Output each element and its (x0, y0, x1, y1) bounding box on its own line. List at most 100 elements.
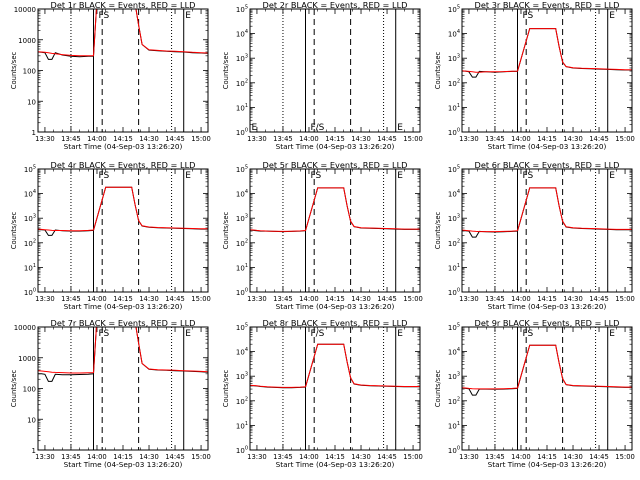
x-tick-label: 14:45 (377, 135, 397, 143)
y-tick-label: 100 (236, 446, 248, 456)
y-tick-label: 101 (448, 421, 460, 431)
series-group (38, 327, 208, 382)
x-tick-label: 13:45 (61, 135, 81, 143)
x-tick-label: 14:45 (589, 295, 609, 303)
panel-det-4: Det 4r BLACK = Events, RED = LLD 100 101 10… (10, 160, 211, 311)
marker-label: E (185, 171, 191, 181)
plot-frame (249, 168, 421, 293)
y-tick-label: 100 (236, 288, 248, 298)
x-tick-label: 14:15 (325, 453, 345, 461)
panel-title: Det 1r BLACK = Events, RED = LLD (51, 0, 196, 10)
x-tick-label: 14:30 (139, 295, 159, 303)
marker-label: E (185, 11, 191, 21)
y-axis-label: Counts/sec (222, 52, 230, 90)
x-tick-label: 13:30 (247, 453, 267, 461)
y-tick-label: 100 (24, 288, 36, 298)
y-tick-label: 103 (236, 214, 248, 224)
y-tick-label: 100 (448, 446, 460, 456)
x-axis-label: Start Time (04-Sep-03 13:26:20) (276, 302, 395, 311)
panel-title: Det 2r BLACK = Events, RED = LLD (263, 0, 408, 10)
marker-label: E (609, 171, 615, 181)
x-tick-label: 15:00 (403, 295, 423, 303)
marker-label: FS (522, 329, 533, 339)
x-tick-label: 14:00 (511, 453, 531, 461)
lld-series-line (38, 327, 208, 374)
x-tick-label: 13:30 (459, 295, 479, 303)
x-tick-label: 15:00 (403, 453, 423, 461)
y-tick-label: 102 (236, 78, 248, 88)
x-tick-label: 15:00 (615, 453, 635, 461)
x-tick-label: 13:30 (35, 295, 55, 303)
y-tick-label: 10 (27, 416, 36, 424)
x-tick-label: 14:30 (563, 135, 583, 143)
y-tick-label: 100 (23, 386, 36, 394)
y-tick-label: 105 (448, 323, 460, 333)
panel-det-8: Det 8r BLACK = Events, RED = LLD 100 101 10… (222, 318, 423, 469)
y-tick-label: 100 (23, 68, 36, 76)
y-tick-label: 1000 (18, 355, 36, 363)
x-tick-label: 14:45 (165, 295, 185, 303)
y-tick-label: 103 (448, 372, 460, 382)
x-tick-label: 14:15 (537, 135, 557, 143)
y-tick-label: 103 (24, 214, 36, 224)
y-tick-label: 105 (236, 5, 248, 15)
plot-frame (461, 168, 633, 293)
x-tick-label: 13:30 (35, 135, 55, 143)
x-tick-label: 13:30 (35, 453, 55, 461)
y-tick-label: 104 (448, 29, 460, 39)
y-axis-label: Counts/sec (434, 52, 442, 90)
lld-series-line (462, 344, 632, 390)
x-tick-label: 14:00 (299, 453, 319, 461)
x-tick-label: 13:45 (61, 295, 81, 303)
y-axis-label: Counts/sec (222, 212, 230, 250)
x-tick-label: 13:45 (273, 453, 293, 461)
lld-series-line (38, 9, 208, 57)
marker-label: E (185, 329, 191, 339)
y-tick-label: 103 (236, 54, 248, 64)
x-axis-label: Start Time (04-Sep-03 13:26:20) (488, 302, 607, 311)
x-tick-label: 13:30 (247, 135, 267, 143)
x-tick-label: 14:30 (139, 453, 159, 461)
y-tick-label: 100 (236, 128, 248, 138)
x-tick-label: 13:45 (485, 295, 505, 303)
x-axis-label: Start Time (04-Sep-03 13:26:20) (64, 302, 183, 311)
x-tick-label: 14:30 (351, 135, 371, 143)
plot-frame (249, 8, 421, 133)
y-tick-label: 100 (448, 128, 460, 138)
marker-label: FS (98, 171, 109, 181)
events-series-line (250, 187, 420, 233)
marker-label: FS (522, 11, 533, 21)
x-tick-label: 13:45 (273, 135, 293, 143)
x-tick-label: 14:00 (299, 135, 319, 143)
series-group (38, 186, 208, 236)
x-tick-label: 14:45 (165, 453, 185, 461)
events-series-line (462, 187, 632, 238)
y-tick-label: 101 (448, 263, 460, 273)
x-axis-label: Start Time (04-Sep-03 13:26:20) (64, 142, 183, 151)
panel-title: Det 5r BLACK = Events, RED = LLD (263, 160, 408, 170)
plot-frame (461, 326, 633, 451)
y-tick-label: 103 (448, 214, 460, 224)
y-tick-label: 10000 (14, 6, 36, 14)
marker-label: E (397, 123, 403, 133)
x-tick-label: 14:45 (377, 453, 397, 461)
marker-label: E (397, 171, 403, 181)
y-axis-label: Counts/sec (10, 52, 18, 90)
y-tick-label: 101 (236, 263, 248, 273)
y-tick-label: 10 (27, 98, 36, 106)
panel-title: Det 4r BLACK = Events, RED = LLD (51, 160, 196, 170)
y-tick-label: 105 (24, 165, 36, 175)
panel-title: Det 9r BLACK = Events, RED = LLD (475, 318, 620, 328)
series-group (462, 187, 632, 238)
x-tick-label: 14:45 (589, 135, 609, 143)
x-tick-label: 14:00 (511, 135, 531, 143)
panel-det-2: Det 2r BLACK = Events, RED = LLD 100 101 10… (222, 0, 423, 151)
y-tick-label: 104 (236, 189, 248, 199)
x-tick-label: 14:30 (139, 135, 159, 143)
series-group (462, 28, 632, 78)
series-group (250, 187, 420, 233)
marker-label: FS (98, 329, 109, 339)
y-tick-label: 105 (448, 165, 460, 175)
series-group (250, 343, 420, 389)
